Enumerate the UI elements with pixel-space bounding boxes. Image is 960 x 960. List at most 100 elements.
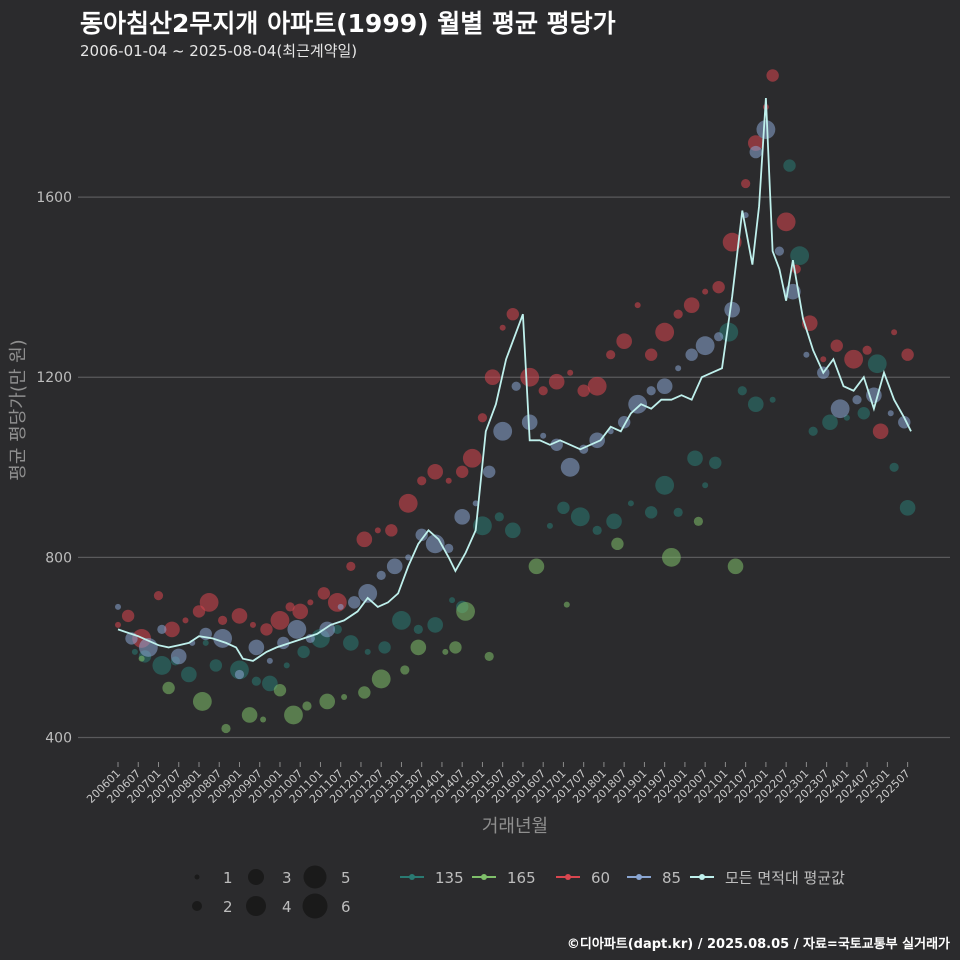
point-85: [511, 381, 521, 391]
point-85: [830, 399, 850, 419]
point-60: [830, 339, 843, 352]
point-85: [376, 570, 386, 580]
point-85: [628, 394, 648, 414]
point-165: [192, 692, 212, 711]
point-60: [538, 386, 548, 396]
point-85: [685, 348, 698, 361]
point-135: [449, 597, 456, 604]
point-60: [741, 178, 751, 189]
point-60: [484, 369, 501, 386]
point-165: [273, 684, 287, 697]
legend: 1 2 3 4 5 6 135 165 60 85 모든 면적대 평균값: [192, 865, 845, 919]
point-165: [727, 558, 744, 575]
point-60: [462, 448, 482, 468]
point-85: [550, 438, 563, 451]
point-60: [702, 288, 709, 295]
point-85: [724, 301, 740, 318]
color-legend-dot: [699, 874, 705, 880]
point-60: [722, 232, 742, 252]
point-135: [627, 500, 634, 507]
point-85: [348, 596, 361, 609]
point-135: [332, 624, 342, 635]
point-60: [427, 463, 444, 480]
point-60: [374, 527, 381, 534]
point-60: [616, 333, 632, 350]
point-60: [655, 322, 675, 342]
source-caption: ©디아파트(dapt.kr) / 2025.08.05 / 자료=국토교통부 실…: [566, 937, 950, 952]
point-60: [121, 609, 135, 623]
point-135: [413, 624, 423, 635]
point-60: [249, 621, 256, 628]
point-60: [747, 135, 764, 151]
point-60: [872, 423, 889, 440]
point-85: [337, 603, 344, 610]
point-135: [494, 512, 504, 522]
point-85: [560, 457, 580, 477]
point-135: [655, 475, 675, 495]
point-60: [683, 297, 700, 313]
point-60: [307, 599, 314, 606]
point-135: [283, 662, 290, 669]
point-135: [202, 639, 209, 646]
point-135: [209, 659, 223, 672]
point-85: [115, 603, 121, 610]
point-85: [405, 554, 412, 561]
point-135: [673, 507, 683, 517]
point-135: [822, 414, 838, 431]
point-60: [577, 384, 590, 397]
point-60: [567, 369, 574, 376]
point-60: [606, 350, 616, 360]
point-60: [477, 413, 488, 423]
size-legend-label: 6: [341, 898, 351, 916]
data-points: [115, 69, 916, 734]
point-85: [248, 639, 265, 656]
point-60: [164, 621, 180, 638]
overall-average-line: [117, 97, 912, 662]
x-axis-title: 거래년월: [482, 816, 548, 837]
point-60: [862, 345, 872, 355]
point-60: [317, 587, 331, 600]
color-legend-label: 85: [662, 869, 681, 887]
point-165: [341, 693, 348, 700]
y-tick-label: 1200: [36, 370, 72, 386]
y-tick-label: 400: [45, 730, 72, 746]
point-165: [138, 655, 145, 662]
point-135: [889, 462, 899, 472]
size-legend-label: 2: [223, 898, 233, 916]
color-legend-dot: [636, 874, 642, 880]
point-85: [521, 414, 538, 431]
point-85: [234, 669, 245, 680]
point-135: [783, 159, 796, 172]
overall-line: [117, 97, 912, 662]
point-60: [385, 524, 398, 537]
point-165: [456, 601, 475, 621]
point-135: [719, 322, 739, 342]
point-60: [231, 608, 248, 624]
point-165: [241, 707, 258, 723]
point-85: [852, 395, 862, 405]
point-85: [425, 534, 445, 554]
point-85: [266, 657, 273, 664]
size-legend-label: 3: [282, 869, 292, 887]
point-85: [756, 120, 776, 139]
point-135: [737, 386, 747, 396]
point-135: [709, 456, 722, 469]
point-85: [482, 465, 496, 478]
point-60: [644, 348, 658, 361]
point-85: [415, 528, 428, 542]
point-60: [270, 611, 290, 630]
point-135: [857, 407, 870, 420]
point-135: [505, 522, 521, 539]
size-legend-label: 1: [223, 869, 233, 887]
size-legend-label: 5: [341, 869, 351, 887]
point-60: [218, 615, 228, 626]
point-135: [606, 513, 622, 530]
point-135: [790, 246, 810, 266]
point-60: [356, 531, 373, 548]
point-135: [808, 426, 818, 436]
point-135: [427, 617, 444, 633]
point-135: [297, 645, 310, 659]
size-legend-dot: [246, 896, 266, 916]
point-135: [557, 501, 570, 515]
